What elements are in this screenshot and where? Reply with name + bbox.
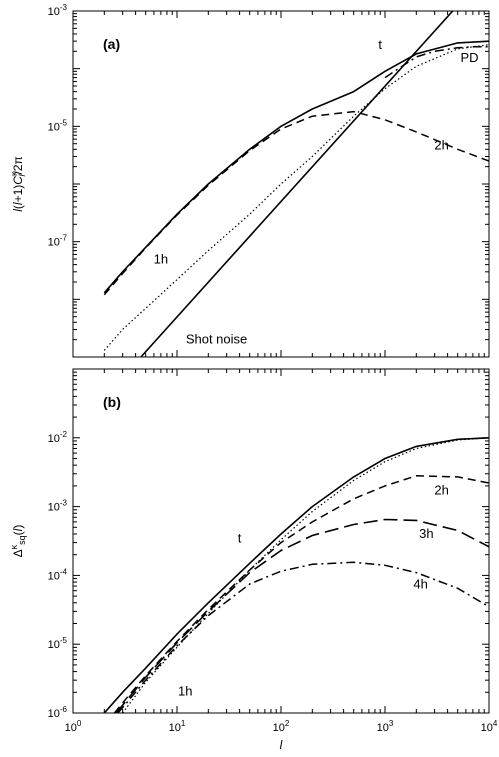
series-4h-line xyxy=(117,561,489,713)
annotation-3h: 3h xyxy=(419,526,433,541)
x-tick-label: 100 xyxy=(65,719,82,734)
series-t-line xyxy=(103,437,489,713)
series-2h-line xyxy=(103,110,489,296)
panel-a: 10-7 10-5 10-3 (a) t PD 2h 1h Shot noise l(l+1)Cκ… xyxy=(9,3,490,358)
annotation-4h: 4h xyxy=(413,576,427,591)
series-2h-line xyxy=(113,475,489,713)
series-1h-line xyxy=(103,44,489,351)
annotation-pd: PD xyxy=(461,50,479,65)
y-tick-label: 10-3 xyxy=(48,499,68,514)
panel-label: (a) xyxy=(103,36,120,52)
y-tick-label: 10-5 xyxy=(48,118,68,133)
plot-frame xyxy=(72,10,490,358)
series-1h-line xyxy=(122,437,489,713)
y-axis-title: l(l+1)Cκl/2π xyxy=(9,156,27,212)
y-tick-label: 10-6 xyxy=(48,705,68,720)
x-tick-label: 101 xyxy=(169,719,186,734)
x-tick-label: 104 xyxy=(481,719,498,734)
y-tick-label: 10-2 xyxy=(48,430,68,445)
y-tick-label: 10-7 xyxy=(48,234,68,249)
plot-frame xyxy=(72,368,490,714)
annotation-shot-noise: Shot noise xyxy=(186,332,247,347)
x-tick-label: 102 xyxy=(273,719,290,734)
panel-label: (b) xyxy=(103,394,121,410)
x-tick-label: 103 xyxy=(377,719,394,734)
y-tick-label: 10-5 xyxy=(48,636,68,651)
annotation-t: t xyxy=(378,37,382,52)
series-t-line xyxy=(103,40,489,294)
annotation-t: t xyxy=(238,531,242,546)
curves xyxy=(103,437,489,713)
annotation-2h: 2h xyxy=(434,137,448,152)
annotation-1h: 1h xyxy=(154,251,168,266)
y-tick-label: 10-4 xyxy=(48,567,68,582)
annotation-1h: 1h xyxy=(178,683,192,698)
panel-b: 10-6 10-5 10-4 10-3 10-2 100 101 102 103 104 (b) t 2… xyxy=(9,368,498,752)
series-shot-noise-line xyxy=(140,11,454,357)
series-3h-line xyxy=(115,518,489,713)
x-axis-title: l xyxy=(280,738,283,752)
y-axis-title: Δκsq(l) xyxy=(9,525,27,558)
annotation-2h: 2h xyxy=(434,482,448,497)
series-pd-line xyxy=(384,45,489,79)
y-tick-label: 10-3 xyxy=(48,3,68,18)
curves xyxy=(103,11,489,357)
